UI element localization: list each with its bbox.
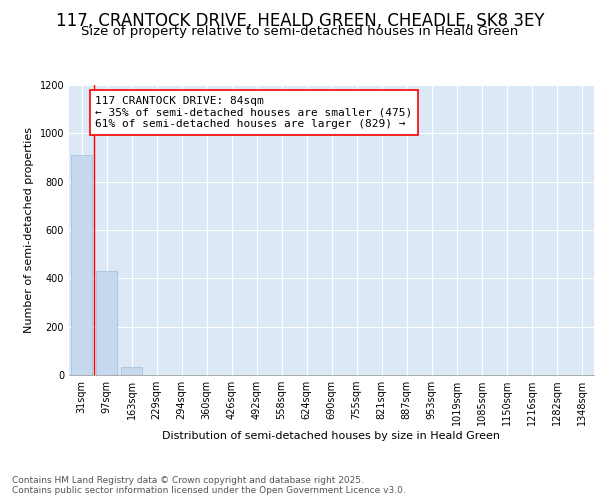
Text: 117, CRANTOCK DRIVE, HEALD GREEN, CHEADLE, SK8 3EY: 117, CRANTOCK DRIVE, HEALD GREEN, CHEADL… (56, 12, 544, 30)
Bar (96, 271, 117, 375)
Bar (71, 155, 92, 375)
Text: 117 CRANTOCK DRIVE: 84sqm
← 35% of semi-detached houses are smaller (475)
61% of: 117 CRANTOCK DRIVE: 84sqm ← 35% of semi-… (95, 96, 413, 129)
X-axis label: Distribution of semi-detached houses by size in Heald Green: Distribution of semi-detached houses by … (163, 431, 500, 441)
Text: Size of property relative to semi-detached houses in Heald Green: Size of property relative to semi-detach… (82, 25, 518, 38)
Bar (121, 366, 142, 375)
Y-axis label: Number of semi-detached properties: Number of semi-detached properties (24, 127, 34, 333)
Text: Contains HM Land Registry data © Crown copyright and database right 2025.
Contai: Contains HM Land Registry data © Crown c… (12, 476, 406, 495)
